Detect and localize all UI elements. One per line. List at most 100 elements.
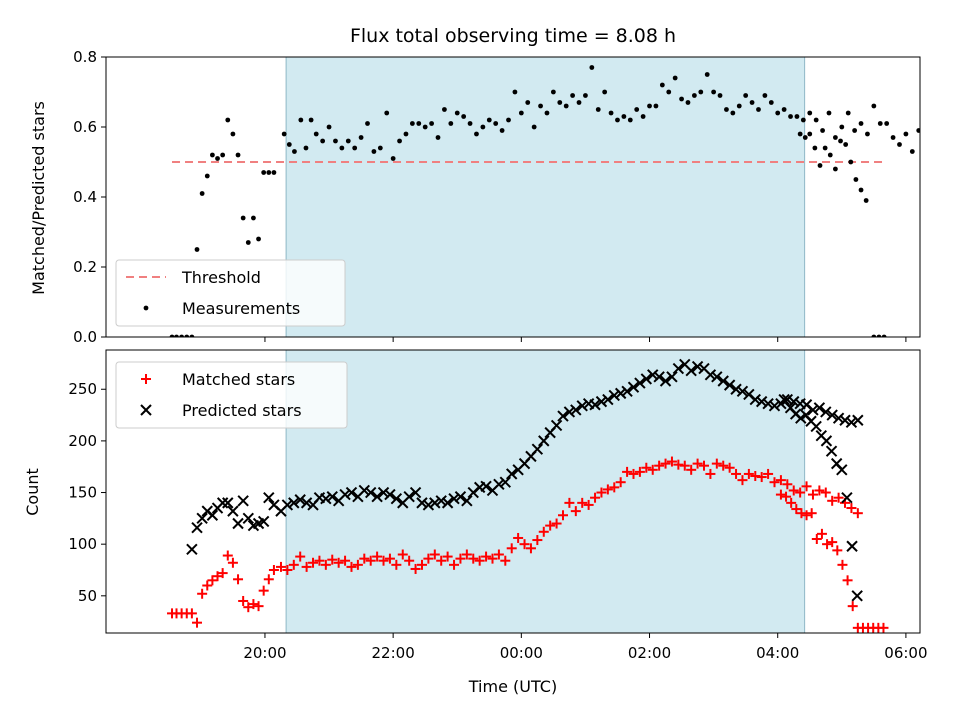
matched-star-point [258, 585, 269, 596]
matched-star-point [275, 561, 286, 572]
matched-star-point [634, 466, 645, 477]
measurement-point [634, 107, 640, 112]
predicted-star-point [762, 398, 774, 410]
matched-star-point [506, 543, 517, 554]
matched-star-point [666, 456, 677, 467]
predicted-star-point [807, 404, 819, 416]
measurement-point [345, 138, 351, 144]
measurement-point [666, 89, 672, 95]
matched-star-point [801, 510, 812, 521]
matched-star-point [622, 466, 633, 477]
matched-star-point [641, 462, 652, 473]
measurement-point [298, 117, 304, 123]
y-tick-label: 200 [68, 432, 97, 450]
predicted-star-point [416, 497, 428, 509]
measurement-point [235, 152, 241, 158]
matched-star-point [384, 553, 395, 564]
matched-star-point [602, 484, 613, 495]
x-tick-label: 20:00 [243, 644, 286, 662]
predicted-star-point [320, 493, 332, 505]
matched-star-point [827, 495, 838, 506]
matched-star-point [525, 543, 536, 554]
matched-star-point [852, 508, 863, 519]
matched-star-point [436, 555, 447, 566]
predicted-star-point [839, 414, 851, 426]
matched-star-point [295, 551, 306, 562]
measurement-point [271, 170, 277, 175]
predicted-star-point [326, 490, 338, 503]
measurement-point [416, 121, 422, 126]
measurement-point [199, 191, 205, 196]
predicted-star-point [647, 369, 659, 381]
measurement-point [365, 121, 370, 126]
observing-window-band [285, 56, 806, 338]
measurement-point [822, 145, 828, 151]
predicted-star-point [222, 497, 234, 509]
measurement-point [422, 124, 428, 130]
predicted-star-point [653, 371, 665, 383]
measurement-point [403, 131, 409, 137]
predicted-star-point [704, 369, 717, 381]
measurement-point [807, 110, 813, 116]
measurement-point [204, 173, 210, 179]
predicted-star-point [810, 420, 822, 433]
measurement-point [245, 240, 251, 245]
measurement-point [570, 93, 576, 98]
measurement-point [775, 110, 781, 116]
matched-star-point [320, 559, 331, 570]
matched-star-point [788, 485, 799, 496]
measurement-point [832, 135, 838, 140]
predicted-star-point [294, 494, 306, 506]
measurement-point [903, 131, 909, 137]
matched-star-point [822, 539, 833, 550]
predicted-star-point [237, 495, 249, 507]
matched-star-point [359, 553, 370, 564]
matched-star-point [222, 550, 233, 561]
predicted-star-point [365, 486, 377, 499]
predicted-star-point [795, 412, 807, 424]
matched-star-point [609, 482, 620, 493]
measurement-point [189, 334, 195, 337]
predicted-star-point [216, 497, 229, 509]
x-tick-label: 00:00 [500, 644, 543, 662]
matched-star-point [781, 491, 792, 502]
predicted-star-point [820, 406, 832, 418]
predicted-star-point [832, 412, 845, 424]
matched-star-point [769, 477, 780, 488]
predicted-star-point [300, 497, 313, 509]
measurement-point [169, 334, 175, 337]
measurement-point [467, 121, 473, 126]
predicted-star-point [781, 393, 794, 406]
predicted-star-point [634, 377, 646, 389]
measurement-point [890, 135, 896, 140]
bottom-axes-frame [105, 349, 921, 634]
legend-measurement-swatch [143, 305, 149, 311]
matched-star-point [551, 518, 562, 529]
measurement-point [454, 110, 460, 116]
matched-star-point [796, 508, 807, 519]
matched-star-point [686, 464, 697, 475]
measurement-point [525, 100, 531, 105]
matched-star-point [378, 555, 389, 566]
measurement-point [621, 114, 627, 119]
measurement-point [563, 103, 569, 109]
measurement-point [435, 135, 441, 140]
measurement-point [730, 110, 736, 116]
predicted-star-point [538, 435, 550, 447]
predicted-star-point [499, 476, 512, 488]
measurement-point [839, 124, 845, 130]
x-tick-label: 04:00 [756, 644, 799, 662]
predicted-star-point [441, 497, 454, 509]
matched-star-point [410, 563, 421, 574]
measurement-point [320, 138, 326, 144]
measurement-point [813, 117, 819, 123]
predicted-star-point [576, 400, 588, 412]
matched-star-point [811, 534, 822, 545]
measurement-point [794, 114, 800, 119]
measurement-point [711, 89, 717, 95]
top-y-axis-label: Matched/Predicted stars [29, 101, 48, 295]
predicted-star-point [345, 486, 358, 499]
predicted-star-point [841, 491, 853, 504]
predicted-star-point [851, 590, 863, 602]
matched-star-point [791, 504, 802, 515]
